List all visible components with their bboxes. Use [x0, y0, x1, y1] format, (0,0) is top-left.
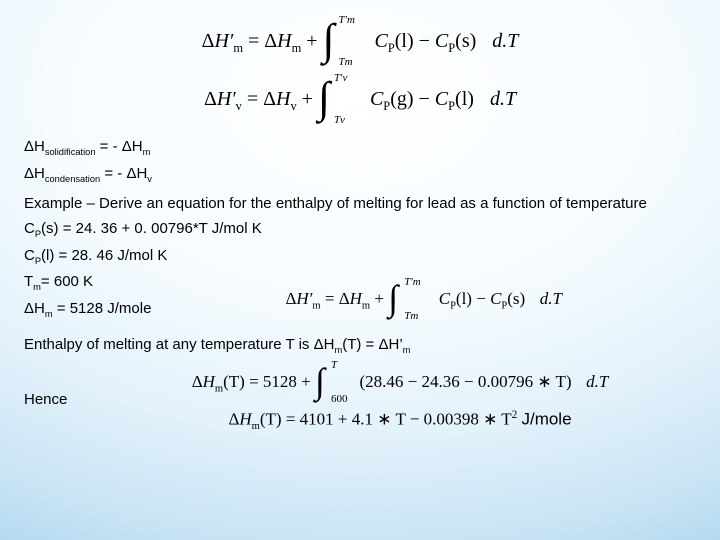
slide-root: ΔH′m = ΔHm + ∫ T′m Tm CP(l) − CP(s) d.T … — [0, 0, 720, 540]
tm-value: Tm= 600 K — [24, 273, 151, 294]
equation-integral-numeric: ΔHm(T) = 5128 + ∫ T 600 (28.46 − 24.36 −… — [104, 363, 696, 403]
hence-label: Hence — [24, 391, 104, 410]
equation-dhm-prime-repeat: ΔH′m = ΔHm + ∫ T′m Tm CP(l) − CP(s) d.T — [151, 280, 696, 320]
cp-solid: CP(s) = 24. 36 + 0. 00796*T J/mol K — [24, 220, 696, 241]
relation-solidification: ΔHsolidification = - ΔHm — [24, 138, 696, 159]
enthalpy-statement: Enthalpy of melting at any temperature T… — [24, 336, 696, 357]
cp-liquid: CP(l) = 28. 46 J/mol K — [24, 247, 696, 268]
equation-dhm-prime: ΔH′m = ΔHm + ∫ T′m Tm CP(l) − CP(s) d.T — [24, 18, 696, 66]
dhm-value: ΔHm = 5128 J/mole — [24, 300, 151, 321]
example-title: Example – Derive an equation for the ent… — [24, 195, 696, 214]
equation-dhv-prime: ΔH′v = ΔHv + ∫ T′v Tv CP(g) − CP(l) d.T — [24, 76, 696, 124]
equation-result: ΔHm(T) = 4101 + 4.1 ∗ T − 0.00398 ∗ T2 J… — [104, 409, 696, 432]
relation-condensation: ΔHcondensation = - ΔHv — [24, 165, 696, 186]
